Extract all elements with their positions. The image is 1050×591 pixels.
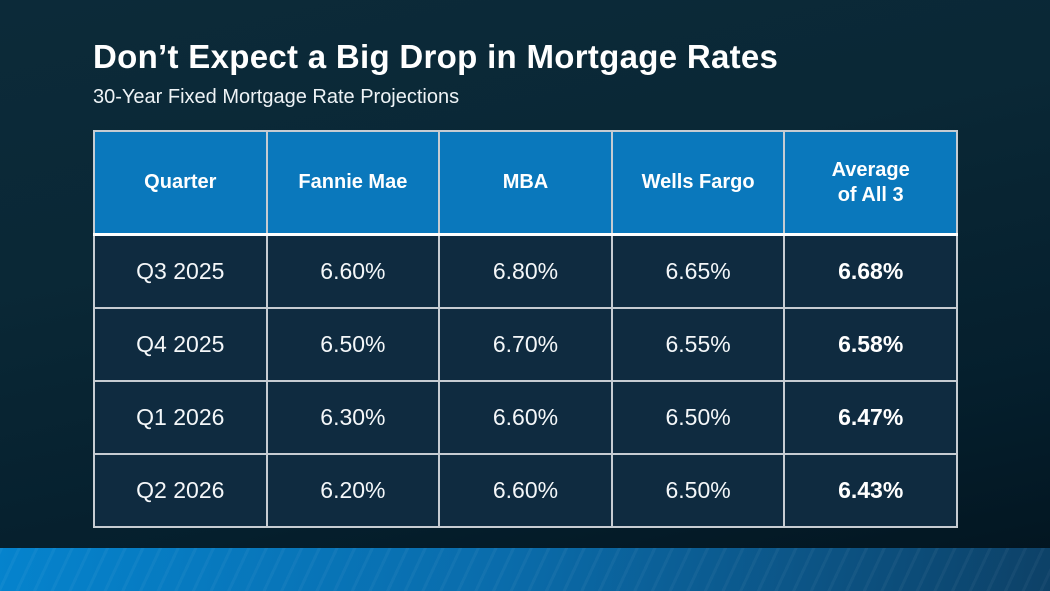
table-row: Q4 2025 6.50% 6.70% 6.55% 6.58% <box>93 307 958 382</box>
rate-cell: 6.30% <box>265 380 441 455</box>
header-cell-quarter: Quarter <box>93 130 268 236</box>
average-cell: 6.68% <box>783 233 958 309</box>
rate-cell: 6.60% <box>438 380 613 455</box>
header-cell-average: Average of All 3 <box>783 130 958 236</box>
header-cell-mba: MBA <box>438 130 613 236</box>
rate-cell: 6.20% <box>265 453 441 528</box>
slide-title: Don’t Expect a Big Drop in Mortgage Rate… <box>93 38 779 75</box>
mortgage-rates-table: Quarter Fannie Mae MBA Wells Fargo Avera… <box>93 130 958 528</box>
header-cell-fannie-mae: Fannie Mae <box>265 130 441 236</box>
rate-cell: 6.65% <box>610 233 786 309</box>
rate-cell: 6.70% <box>438 307 613 382</box>
bottom-accent-bar <box>0 548 1050 591</box>
table-row: Q3 2025 6.60% 6.80% 6.65% 6.68% <box>93 233 958 309</box>
slide-subtitle: 30-Year Fixed Mortgage Rate Projections <box>93 86 460 108</box>
rate-cell: 6.55% <box>610 307 786 382</box>
rate-cell: 6.60% <box>438 453 613 528</box>
rate-cell: 6.60% <box>265 233 441 309</box>
rate-cell: 6.50% <box>265 307 441 382</box>
table-row: Q2 2026 6.20% 6.60% 6.50% 6.43% <box>93 453 958 528</box>
rate-cell: 6.80% <box>438 233 613 309</box>
quarter-cell: Q4 2025 <box>93 307 268 382</box>
quarter-cell: Q3 2025 <box>93 233 268 309</box>
rate-cell: 6.50% <box>610 380 786 455</box>
average-cell: 6.43% <box>783 453 958 528</box>
average-cell: 6.58% <box>783 307 958 382</box>
header-cell-wells-fargo: Wells Fargo <box>610 130 786 236</box>
quarter-cell: Q1 2026 <box>93 380 268 455</box>
average-cell: 6.47% <box>783 380 958 455</box>
table-header-row: Quarter Fannie Mae MBA Wells Fargo Avera… <box>93 130 958 236</box>
rate-cell: 6.50% <box>610 453 786 528</box>
table-row: Q1 2026 6.30% 6.60% 6.50% 6.47% <box>93 380 958 455</box>
quarter-cell: Q2 2026 <box>93 453 268 528</box>
